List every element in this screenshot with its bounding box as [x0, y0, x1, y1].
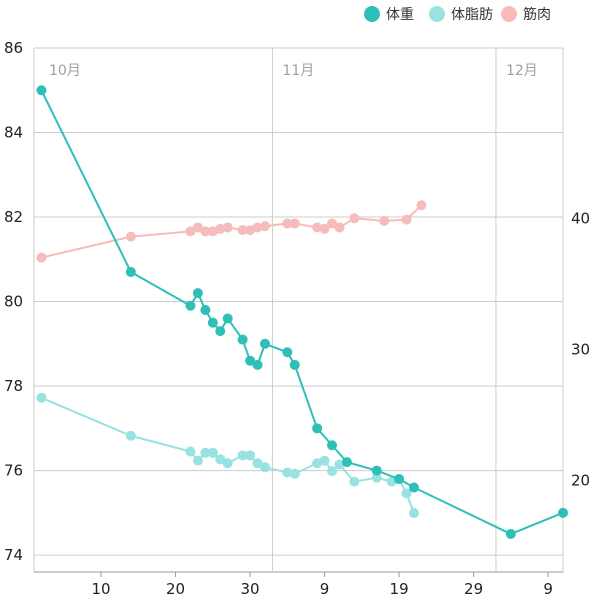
data-point-体脂肪: [289, 468, 300, 479]
data-point-筋肉: [379, 215, 390, 226]
legend-label: 筋肉: [523, 6, 551, 23]
data-point-体重: [341, 457, 352, 468]
data-point-体重: [36, 85, 47, 96]
series-line-体重: [40, 89, 564, 535]
series-line-体脂肪: [41, 396, 415, 514]
series-line-筋肉: [41, 204, 423, 259]
data-point-体重: [408, 482, 419, 493]
data-point-体重: [505, 528, 516, 539]
y-left-tick-label: 80: [4, 293, 23, 311]
data-point-筋肉: [185, 226, 196, 237]
data-point-体脂肪: [259, 462, 270, 473]
legend-marker: [429, 6, 445, 22]
data-point-筋肉: [36, 252, 47, 263]
data-point-筋肉: [200, 226, 211, 237]
data-point-体重: [252, 359, 263, 370]
data-point-体重: [327, 440, 338, 451]
data-point-筋肉: [237, 225, 248, 236]
data-point-体脂肪: [282, 467, 293, 478]
x-tick-label: 10: [92, 580, 111, 598]
y-left-tick-label: 76: [4, 462, 23, 480]
data-point-筋肉: [334, 222, 345, 233]
data-point-筋肉: [319, 223, 330, 234]
y-left-tick-label: 84: [4, 124, 23, 142]
month-label: 12月: [506, 63, 538, 79]
x-tick-label: 20: [166, 580, 185, 598]
data-point-体脂肪: [200, 447, 211, 458]
data-point-体脂肪: [237, 450, 248, 461]
data-point-体脂肪: [125, 430, 136, 441]
data-point-体重: [185, 300, 196, 311]
y-right-tick-label: 30: [571, 340, 590, 358]
data-point-体重: [215, 326, 226, 337]
y-left-tick-label: 78: [4, 377, 23, 395]
data-point-筋肉: [259, 221, 270, 232]
y-left-tick-label: 82: [4, 208, 23, 226]
data-point-体脂肪: [207, 447, 218, 458]
data-point-筋肉: [252, 222, 263, 233]
data-point-筋肉: [312, 222, 323, 233]
data-point-体脂肪: [222, 458, 233, 469]
data-point-筋肉: [222, 222, 233, 233]
legend-marker: [364, 6, 380, 22]
data-point-筋肉: [282, 218, 293, 229]
data-point-体重: [245, 355, 256, 366]
legend-label: 体重: [386, 7, 414, 23]
data-point-体脂肪: [185, 446, 196, 457]
y-left-tick-label: 86: [4, 39, 23, 57]
data-point-体重: [282, 347, 293, 358]
data-point-体脂肪: [371, 472, 382, 483]
data-point-体脂肪: [349, 476, 360, 487]
data-point-体重: [200, 305, 211, 315]
x-tick-label: 19: [390, 580, 409, 598]
x-tick-label: 29: [464, 580, 483, 598]
x-tick-label: 9: [543, 580, 553, 598]
data-point-体重: [207, 317, 218, 328]
data-point-筋肉: [215, 223, 226, 234]
data-point-体脂肪: [252, 458, 263, 469]
data-point-体重: [222, 313, 233, 324]
data-point-筋肉: [192, 222, 203, 233]
y-left-tick-label: 74: [4, 546, 23, 564]
data-point-体重: [192, 288, 203, 299]
legend-marker: [501, 6, 517, 22]
x-tick-label: 9: [320, 580, 330, 598]
data-point-体重: [394, 474, 405, 485]
data-point-筋肉: [416, 200, 427, 211]
data-point-体脂肪: [319, 455, 330, 466]
data-point-体脂肪: [408, 508, 419, 519]
data-point-体脂肪: [245, 450, 256, 461]
data-point-筋肉: [327, 218, 338, 229]
y-right-tick-label: 20: [571, 471, 590, 489]
data-point-体重: [558, 507, 568, 518]
month-label: 11月: [282, 63, 314, 79]
x-tick-label: 30: [241, 580, 260, 598]
data-point-体脂肪: [401, 488, 412, 499]
data-point-筋肉: [349, 213, 360, 224]
y-right-tick-label: 40: [571, 209, 590, 227]
data-point-体重: [125, 266, 136, 277]
data-point-体重: [312, 423, 323, 434]
data-point-体脂肪: [327, 466, 338, 477]
data-point-体重: [371, 465, 382, 476]
legend-label: 体脂肪: [451, 7, 493, 23]
data-point-体脂肪: [36, 392, 47, 403]
data-point-体重: [237, 334, 248, 345]
data-point-体脂肪: [192, 455, 203, 466]
data-point-体脂肪: [215, 454, 226, 465]
data-point-筋肉: [401, 214, 412, 225]
data-point-筋肉: [125, 231, 136, 242]
data-point-体重: [259, 338, 270, 349]
month-label: 10月: [49, 63, 81, 79]
data-point-筋肉: [289, 218, 300, 229]
data-point-体重: [289, 359, 300, 370]
